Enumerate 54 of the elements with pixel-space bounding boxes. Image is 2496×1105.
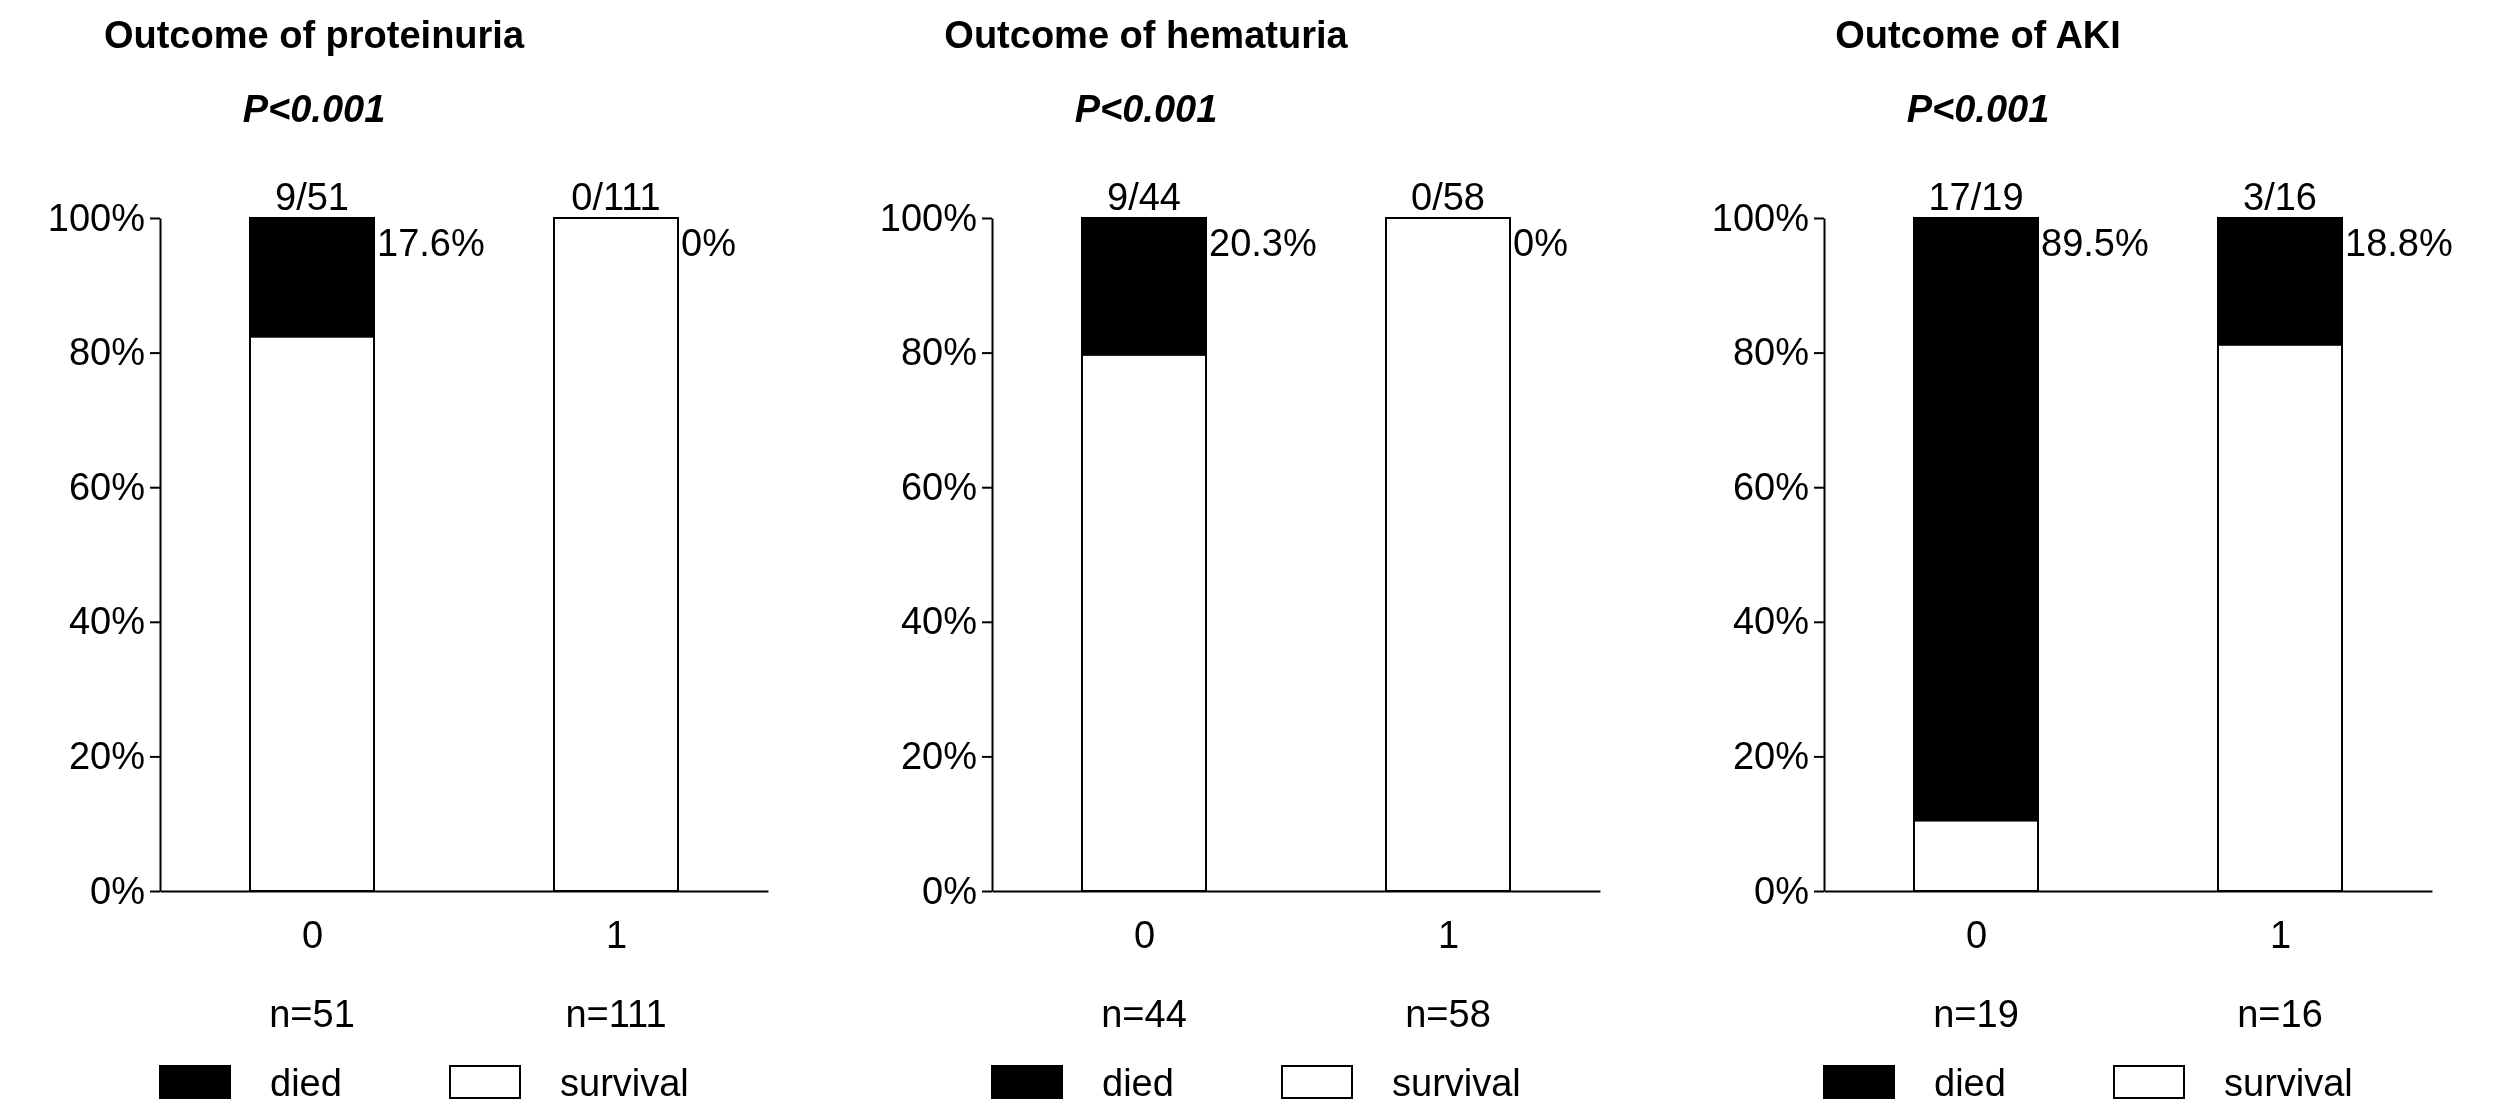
legend-label: died	[270, 1062, 342, 1104]
y-tick-label: 100%	[1711, 196, 1809, 239]
chart-title: Outcome of hematuria	[944, 14, 1349, 56]
chart-subtitle: P<0.001	[1906, 88, 2050, 130]
legend-label: survival	[560, 1062, 689, 1104]
x-tick-label: 0	[1133, 913, 1156, 956]
x-tick-label: 0	[301, 913, 324, 956]
chart-title: Outcome of AKI	[1835, 14, 2121, 56]
annotation: 9/51	[275, 176, 349, 218]
annotation: 89.5%	[2041, 222, 2149, 264]
text: n=44	[1101, 993, 1187, 1035]
y-tick-label: 60%	[900, 465, 977, 508]
y-tick-label: 40%	[68, 600, 145, 643]
y-tick-label: 40%	[1732, 600, 1809, 643]
annotation: 9/44	[1107, 176, 1181, 218]
x-tick-label: 0	[1965, 913, 1988, 956]
y-tick-label: 0%	[1754, 869, 1809, 912]
annotation: 3/16	[2243, 176, 2317, 218]
legend-label: died	[1102, 1062, 1174, 1104]
annotation: 0/111	[571, 176, 661, 218]
text: n=111	[565, 993, 667, 1035]
annotation: 17.6%	[377, 222, 485, 264]
y-tick-label: 0%	[922, 869, 977, 912]
annotation: 20.3%	[1209, 222, 1317, 264]
y-tick-label: 20%	[900, 735, 977, 778]
chart-title: Outcome of proteinuria	[103, 14, 525, 56]
text: n=19	[1933, 993, 2019, 1035]
y-tick-label: 80%	[1732, 331, 1809, 374]
y-tick-label: 60%	[1732, 465, 1809, 508]
annotation: 18.8%	[2345, 222, 2453, 264]
y-tick-label: 40%	[900, 600, 977, 643]
y-tick-label: 100%	[47, 196, 145, 239]
y-tick-label: 100%	[879, 196, 977, 239]
text: n=51	[269, 993, 355, 1035]
y-tick-label: 20%	[1732, 735, 1809, 778]
legend-label: survival	[1392, 1062, 1521, 1104]
text: n=58	[1405, 993, 1491, 1035]
text: n=16	[2237, 993, 2323, 1035]
chart-subtitle: P<0.001	[242, 88, 386, 130]
x-tick-label: 1	[2269, 913, 2292, 956]
y-tick-label: 20%	[68, 735, 145, 778]
y-tick-label: 60%	[68, 465, 145, 508]
annotation: 0%	[681, 222, 736, 264]
y-tick-label: 80%	[68, 331, 145, 374]
y-tick-label: 80%	[900, 331, 977, 374]
x-tick-label: 1	[1437, 913, 1460, 956]
y-tick-label: 0%	[90, 869, 145, 912]
legend-label: died	[1934, 1062, 2006, 1104]
annotation: 17/19	[1928, 176, 2024, 218]
x-tick-label: 1	[605, 913, 628, 956]
annotation: 0%	[1513, 222, 1568, 264]
chart-subtitle: P<0.001	[1074, 88, 1218, 130]
annotation: 0/58	[1411, 176, 1485, 218]
legend-label: survival	[2224, 1062, 2353, 1104]
